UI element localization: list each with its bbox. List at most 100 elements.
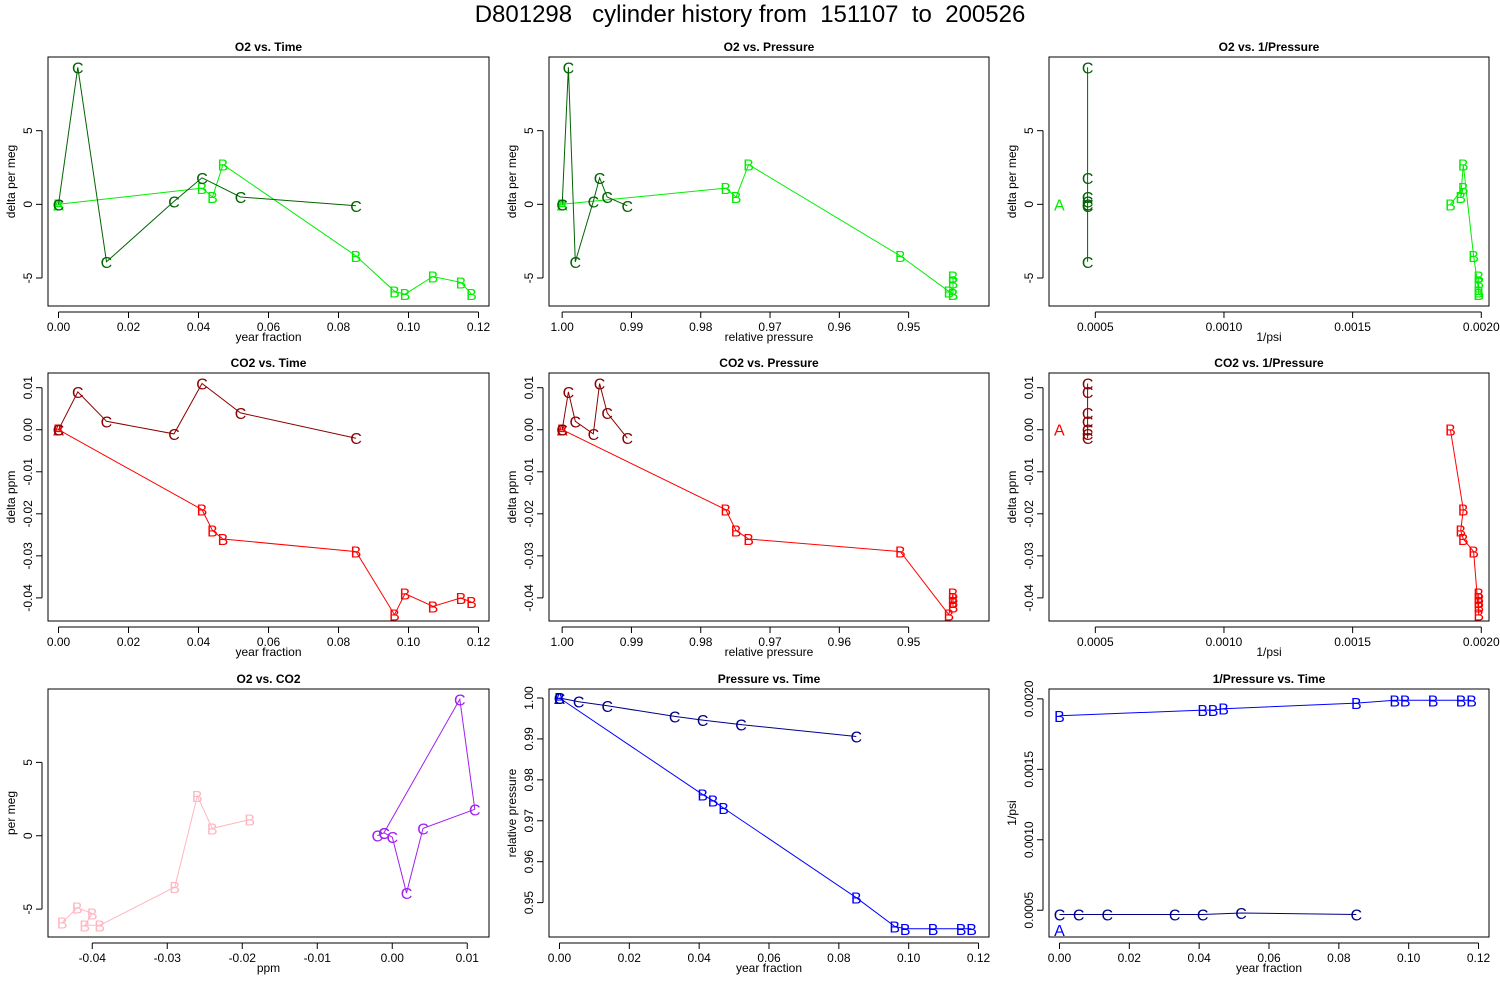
data-point-marker: C xyxy=(570,414,582,431)
data-point-marker: B xyxy=(731,524,742,541)
x-tick-label: 0.06 xyxy=(257,320,281,334)
data-point-marker: C xyxy=(1082,190,1094,207)
data-point-marker: B xyxy=(1445,423,1456,440)
data-point-marker: B xyxy=(351,545,362,562)
data-point-marker: B xyxy=(743,532,754,549)
chart-pressure-vs-time: Pressure vs. Time 0.00 0.02 0.04 0.06 0.08 0.1… xyxy=(505,672,991,975)
y-tick-label: 5 xyxy=(522,127,536,134)
x-tick-label: 0.02 xyxy=(1118,951,1142,965)
plot-frame xyxy=(548,372,990,622)
x-tick-label: 0.0020 xyxy=(1463,320,1500,334)
data-point-marker: B xyxy=(948,599,959,616)
data-point-marker: C xyxy=(1351,907,1363,924)
data-point-marker: C xyxy=(1082,377,1094,394)
chart-o2-vs-1-pressure: O2 vs. 1/Pressure 0.0005 0.0010 0.0015 0.002… xyxy=(1005,40,1500,344)
y-axis-label: 1/psi xyxy=(1005,800,1019,825)
data-point-marker: B xyxy=(1445,197,1456,214)
series-line xyxy=(561,429,954,616)
data-point-marker: B xyxy=(851,891,862,908)
series-line xyxy=(58,163,472,295)
y-axis-label: delta ppm xyxy=(4,471,18,524)
data-point-marker: B xyxy=(1197,703,1208,720)
title-text: cylinder history from xyxy=(592,1,807,28)
data-point-marker: B xyxy=(192,789,203,806)
x-tick-label: 0.10 xyxy=(397,635,421,649)
data-point-marker: B xyxy=(1218,702,1229,719)
x-tick-label: -0.01 xyxy=(304,951,332,965)
x-tick-label: 0.04 xyxy=(1187,951,1211,965)
data-point-marker: B xyxy=(1351,696,1362,713)
series-line xyxy=(1059,912,1357,915)
data-point-marker: C xyxy=(594,171,606,188)
data-point-marker: B xyxy=(956,922,967,939)
y-tick-label: 0.01 xyxy=(21,376,35,400)
data-point-marker: B xyxy=(1400,693,1411,710)
data-point-marker: C xyxy=(101,414,113,431)
x-tick-label: 0.99 xyxy=(620,635,644,649)
x-tick-label: 0.95 xyxy=(897,635,921,649)
page-title: D801298 cylinder history from 151107 to … xyxy=(0,0,1500,30)
chart-title: Pressure vs. Time xyxy=(718,672,821,686)
y-tick-label: -5 xyxy=(21,903,35,914)
y-tick-label: -0.01 xyxy=(21,458,35,486)
y-axis-label: delta ppm xyxy=(1005,471,1019,524)
data-point-marker: C xyxy=(168,427,180,444)
data-point-marker: B xyxy=(94,918,105,935)
y-tick-label: -0.04 xyxy=(522,584,536,612)
y-tick-label: 0.01 xyxy=(1022,376,1036,400)
data-point-marker: A xyxy=(554,691,565,708)
data-point-marker: B xyxy=(1458,181,1469,198)
data-point-marker: A xyxy=(1054,923,1065,940)
data-point-marker: B xyxy=(554,691,565,708)
x-axis-label: year fraction xyxy=(736,961,802,975)
data-point-marker: C xyxy=(235,406,247,423)
data-point-marker: B xyxy=(1473,599,1484,616)
data-point-marker: C xyxy=(386,830,398,847)
x-tick-label: 0.00 xyxy=(548,951,572,965)
data-point-marker: C xyxy=(1082,431,1094,448)
y-tick-label: 0.95 xyxy=(522,891,536,915)
series-a: A xyxy=(557,197,568,214)
chart-1-pressure-vs-time: 1/Pressure vs. Time 0.00 0.02 0.04 0.06 0.08 0… xyxy=(1005,672,1491,975)
data-point-marker: B xyxy=(79,918,90,935)
data-point-marker: B xyxy=(708,794,719,811)
data-point-marker: C xyxy=(1102,907,1114,924)
x-tick-label: -0.03 xyxy=(154,951,182,965)
y-tick-label: 5 xyxy=(21,759,35,766)
data-point-marker: B xyxy=(456,591,467,608)
x-tick-label: 0.10 xyxy=(397,320,421,334)
series-line xyxy=(58,382,357,439)
x-tick-label: 0.98 xyxy=(689,635,713,649)
chart-title: CO2 vs. 1/Pressure xyxy=(1214,356,1324,370)
data-point-marker: C xyxy=(594,377,606,394)
data-point-marker: B xyxy=(169,880,180,897)
data-point-marker: B xyxy=(720,181,731,198)
data-point-marker: B xyxy=(400,287,411,304)
data-point-marker: B xyxy=(1473,287,1484,304)
plot-frame xyxy=(1048,688,1490,938)
x-tick-label: 0.04 xyxy=(187,635,211,649)
plot-frame xyxy=(47,372,490,622)
data-point-marker: B xyxy=(900,922,911,939)
data-point-marker: B xyxy=(1208,703,1219,720)
data-point-marker: B xyxy=(1468,545,1479,562)
cylinder-id: D801298 xyxy=(474,1,573,28)
data-point-marker: C xyxy=(469,802,481,819)
data-point-marker: C xyxy=(72,385,84,402)
x-tick-label: 0.0005 xyxy=(1077,635,1114,649)
data-point-marker: B xyxy=(351,249,362,266)
data-point-marker: B xyxy=(428,599,439,616)
x-tick-label: 0.0015 xyxy=(1334,320,1371,334)
x-tick-label: 0.08 xyxy=(827,951,851,965)
data-point-marker: C xyxy=(735,718,747,735)
x-tick-label: 0.08 xyxy=(1327,951,1351,965)
series-line xyxy=(1450,164,1480,295)
y-tick-label: 0 xyxy=(522,201,536,208)
data-point-marker: B xyxy=(889,919,900,936)
data-point-marker: B xyxy=(197,503,208,520)
